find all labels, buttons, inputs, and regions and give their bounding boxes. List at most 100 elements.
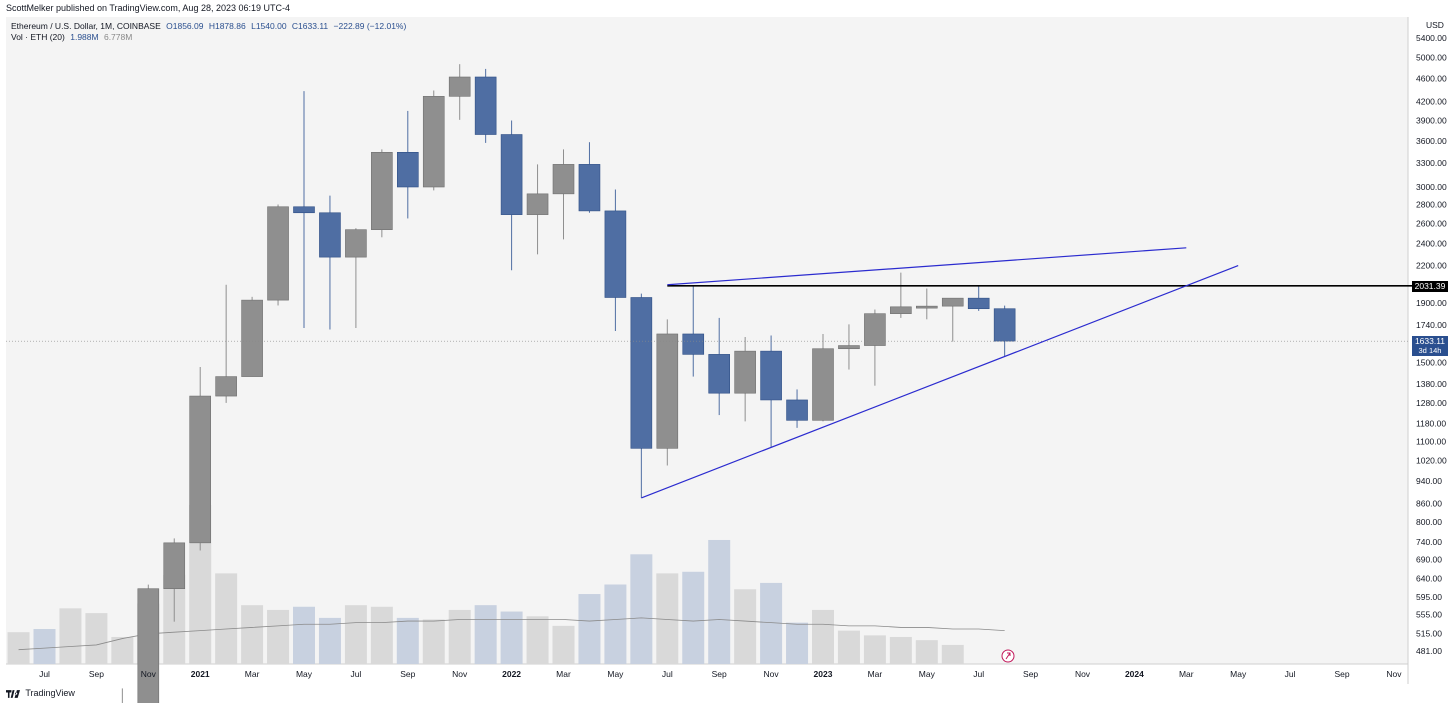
price-tick-label: 3900.00 bbox=[1416, 115, 1447, 125]
candle-body bbox=[189, 395, 211, 544]
volume-bar bbox=[889, 636, 912, 664]
volume-bar bbox=[604, 584, 627, 664]
price-tick-label: 940.00 bbox=[1416, 476, 1442, 486]
tradingview-brand: TradingView bbox=[25, 688, 75, 698]
candle-body bbox=[864, 313, 886, 346]
price-tick-label: 5000.00 bbox=[1416, 53, 1447, 63]
time-tick-label: Nov bbox=[1075, 669, 1091, 679]
candle-body bbox=[319, 212, 341, 258]
time-tick-label: Sep bbox=[400, 669, 415, 679]
volume-bar bbox=[318, 617, 341, 664]
candle-body bbox=[500, 134, 523, 215]
price-tick-label: 3600.00 bbox=[1416, 136, 1447, 146]
volume-bar bbox=[85, 613, 108, 664]
candle-body bbox=[474, 76, 497, 135]
last-price-label: 1633.11 3d 14h bbox=[1412, 336, 1448, 356]
volume-bar bbox=[370, 606, 393, 664]
time-tick-label: Nov bbox=[452, 669, 468, 679]
time-tick-label: 2023 bbox=[814, 669, 833, 679]
price-tick-label: 3300.00 bbox=[1416, 158, 1447, 168]
candle-body bbox=[786, 399, 808, 421]
candle-body bbox=[552, 164, 575, 195]
price-tick-label: 2800.00 bbox=[1416, 199, 1447, 209]
time-tick-label: Mar bbox=[556, 669, 571, 679]
volume-bar bbox=[448, 609, 471, 664]
volume-bar bbox=[552, 625, 575, 664]
trendline-lower bbox=[641, 265, 1239, 499]
candle-body bbox=[630, 297, 653, 449]
ohlc-change: −222.89 (−12.01%) bbox=[333, 21, 407, 31]
alert-icon bbox=[1001, 649, 1015, 663]
time-tick-label: Jul bbox=[662, 669, 673, 679]
publisher-text: ScottMelker published on TradingView.com… bbox=[6, 3, 291, 13]
volume-ma-value: 6.778M bbox=[103, 32, 133, 42]
time-tick-label: 2024 bbox=[1125, 669, 1144, 679]
volume-bar bbox=[760, 582, 783, 664]
volume-bar bbox=[241, 605, 264, 664]
time-tick-label: Nov bbox=[141, 669, 157, 679]
candle-body bbox=[448, 76, 471, 97]
price-axis-currency: USD bbox=[1426, 20, 1444, 30]
time-tick-label: Jul bbox=[1285, 669, 1296, 679]
resistance-price-label: 2031.39 bbox=[1412, 281, 1448, 292]
publish-header: ScottMelker published on TradingView.com… bbox=[0, 0, 1456, 16]
last-price-text: 1633.11 bbox=[1414, 336, 1446, 346]
candle-body bbox=[656, 333, 679, 449]
price-tick-label: 555.00 bbox=[1416, 610, 1442, 620]
time-tick-label: May bbox=[1230, 669, 1247, 679]
ohlc-close: C1633.11 bbox=[291, 21, 329, 31]
volume-bar bbox=[630, 554, 653, 664]
price-tick-label: 690.00 bbox=[1416, 555, 1442, 565]
volume-bar bbox=[293, 606, 315, 664]
price-tick-label: 1900.00 bbox=[1416, 298, 1447, 308]
price-tick-label: 740.00 bbox=[1416, 537, 1442, 547]
time-tick-label: Sep bbox=[1334, 669, 1349, 679]
volume-bar bbox=[344, 605, 367, 664]
candle-body bbox=[396, 152, 419, 188]
ohlc-low: L1540.00 bbox=[251, 21, 287, 31]
price-tick-label: 1180.00 bbox=[1416, 419, 1446, 429]
volume-ma-line bbox=[18, 617, 1005, 651]
time-tick-label: 2021 bbox=[191, 669, 210, 679]
volume-label: Vol · ETH (20) bbox=[11, 32, 65, 42]
price-tick-label: 2600.00 bbox=[1416, 218, 1447, 228]
volume-bar bbox=[500, 611, 523, 664]
candle-body bbox=[734, 350, 756, 394]
candle-body bbox=[578, 164, 601, 212]
volume-bar bbox=[941, 644, 964, 664]
volume-bar bbox=[422, 619, 445, 664]
time-tick-label: Sep bbox=[89, 669, 104, 679]
volume-bar bbox=[215, 573, 238, 664]
price-tick-label: 1740.00 bbox=[1416, 320, 1447, 330]
plot-background bbox=[6, 17, 1408, 664]
candle-body bbox=[838, 345, 860, 350]
volume-bar bbox=[267, 609, 290, 664]
time-tick-label: Jul bbox=[39, 669, 50, 679]
price-tick-label: 515.00 bbox=[1416, 629, 1442, 639]
candle-body bbox=[137, 588, 160, 703]
volume-bar bbox=[33, 629, 56, 664]
candle-body bbox=[293, 206, 315, 214]
candle-body bbox=[760, 350, 782, 401]
price-tick-label: 2200.00 bbox=[1416, 261, 1447, 271]
price-tick-label: 1020.00 bbox=[1416, 455, 1447, 465]
volume-bar bbox=[656, 573, 679, 664]
time-tick-label: May bbox=[296, 669, 313, 679]
volume-bar bbox=[578, 594, 601, 664]
time-tick-label: Mar bbox=[1179, 669, 1194, 679]
candle-body bbox=[241, 299, 263, 377]
candle-body bbox=[604, 210, 627, 298]
candle-body bbox=[422, 96, 445, 188]
time-tick-label: May bbox=[607, 669, 624, 679]
time-tick-label: Mar bbox=[868, 669, 883, 679]
candle-body bbox=[708, 354, 731, 394]
candle-body bbox=[215, 376, 237, 397]
candle-body bbox=[371, 152, 393, 230]
volume-bar bbox=[59, 608, 82, 664]
volume-bar bbox=[915, 640, 938, 664]
tradingview-logo-icon bbox=[6, 689, 20, 698]
ohlc-high: H1878.86 bbox=[208, 21, 246, 31]
symbol-name: Ethereum / U.S. Dollar, 1M, COINBASE bbox=[11, 21, 161, 31]
time-tick-label: Mar bbox=[245, 669, 260, 679]
